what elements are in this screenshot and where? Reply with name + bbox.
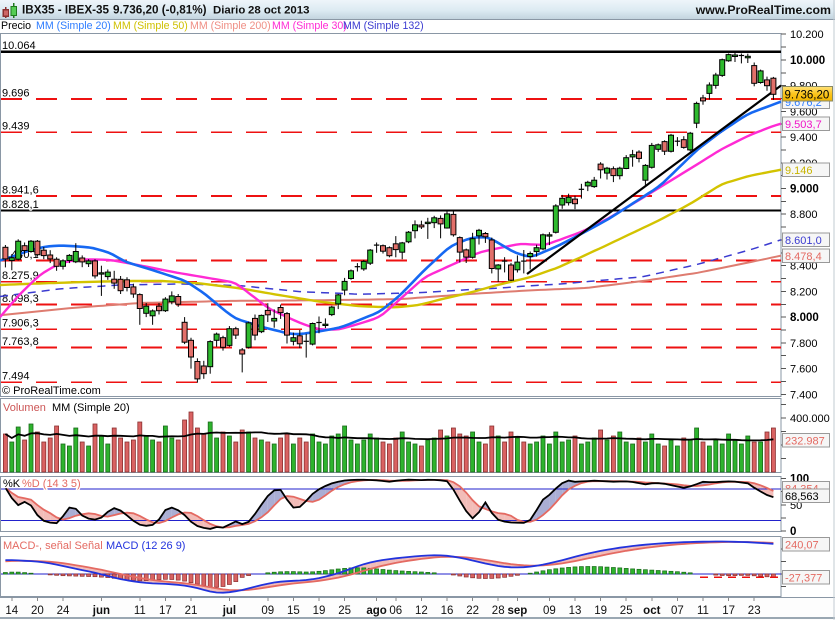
svg-text:240,07: 240,07 bbox=[785, 540, 819, 552]
svg-text:8.478,4: 8.478,4 bbox=[785, 251, 822, 263]
svg-text:7.800: 7.800 bbox=[790, 338, 818, 350]
svg-text:10.200: 10.200 bbox=[790, 29, 824, 41]
svg-text:13: 13 bbox=[569, 605, 582, 617]
svg-text:15: 15 bbox=[287, 605, 300, 617]
svg-text:-27,377: -27,377 bbox=[785, 573, 822, 585]
svg-text:22: 22 bbox=[466, 605, 479, 617]
svg-text:9.503,7: 9.503,7 bbox=[785, 119, 822, 131]
svg-text:Precio: Precio bbox=[1, 20, 31, 32]
svg-text:19: 19 bbox=[313, 605, 326, 617]
svg-text:17: 17 bbox=[722, 605, 735, 617]
svg-text:%K: %K bbox=[3, 478, 21, 490]
svg-text:28: 28 bbox=[492, 605, 505, 617]
svg-text:8.200: 8.200 bbox=[790, 286, 818, 298]
svg-text:11: 11 bbox=[697, 605, 709, 617]
svg-text:19: 19 bbox=[594, 605, 607, 617]
svg-text:21: 21 bbox=[185, 605, 198, 617]
svg-text:MM (Simple 200): MM (Simple 200) bbox=[190, 20, 271, 32]
svg-text:MM (Simple 30): MM (Simple 30) bbox=[272, 20, 347, 32]
svg-text:10.064: 10.064 bbox=[2, 40, 36, 52]
svg-text:www.ProRealTime.com: www.ProRealTime.com bbox=[695, 3, 831, 17]
svg-text:8.941,6: 8.941,6 bbox=[2, 185, 39, 197]
svg-text:ago: ago bbox=[366, 605, 386, 617]
svg-text:09: 09 bbox=[261, 605, 274, 617]
svg-text:7.906,3: 7.906,3 bbox=[2, 318, 39, 330]
svg-text:09: 09 bbox=[543, 605, 556, 617]
svg-text:28 oct 2013: 28 oct 2013 bbox=[248, 5, 309, 17]
svg-text:9.736,20 (-0,81%): 9.736,20 (-0,81%) bbox=[113, 4, 207, 17]
svg-text:oct: oct bbox=[643, 605, 660, 617]
svg-text:25: 25 bbox=[620, 605, 633, 617]
svg-text:IBX35 - IBEX-35: IBX35 - IBEX-35 bbox=[22, 4, 110, 17]
svg-text:9.696: 9.696 bbox=[2, 88, 30, 100]
svg-text:MM (Simple 20): MM (Simple 20) bbox=[52, 402, 130, 414]
svg-text:7.600: 7.600 bbox=[790, 364, 818, 376]
svg-text:14: 14 bbox=[5, 605, 18, 617]
svg-text:Volumen: Volumen bbox=[3, 402, 46, 414]
svg-text:0: 0 bbox=[790, 526, 796, 538]
svg-text:7.400: 7.400 bbox=[790, 389, 818, 401]
svg-text:23: 23 bbox=[748, 605, 761, 617]
svg-text:17: 17 bbox=[159, 605, 172, 617]
svg-text:7.763,8: 7.763,8 bbox=[2, 336, 39, 348]
svg-text:MM (Simple 132): MM (Simple 132) bbox=[343, 20, 424, 32]
svg-text:25: 25 bbox=[338, 605, 351, 617]
svg-text:9.736,20: 9.736,20 bbox=[785, 89, 830, 101]
svg-text:%D (14 3 5): %D (14 3 5) bbox=[22, 478, 81, 490]
svg-text:8.800: 8.800 bbox=[790, 209, 818, 221]
svg-text:232.987: 232.987 bbox=[785, 436, 825, 448]
svg-text:68,563: 68,563 bbox=[785, 491, 819, 503]
svg-text:8.000: 8.000 bbox=[790, 312, 819, 324]
svg-text:jun: jun bbox=[92, 605, 110, 617]
svg-text:9.400: 9.400 bbox=[790, 132, 818, 144]
svg-text:07: 07 bbox=[671, 605, 684, 617]
svg-text:MM (Simple 50): MM (Simple 50) bbox=[113, 20, 188, 32]
svg-text:9.439: 9.439 bbox=[2, 121, 30, 133]
svg-text:06: 06 bbox=[389, 605, 402, 617]
svg-text:20: 20 bbox=[31, 605, 44, 617]
svg-text:MACD-, señal Señal: MACD-, señal Señal bbox=[3, 540, 103, 552]
svg-text:16: 16 bbox=[441, 605, 454, 617]
svg-text:Diario: Diario bbox=[213, 5, 245, 17]
svg-text:24: 24 bbox=[57, 605, 70, 617]
svg-text:9.000: 9.000 bbox=[790, 184, 819, 196]
svg-text:MACD (12 26 9): MACD (12 26 9) bbox=[106, 540, 185, 552]
svg-text:11: 11 bbox=[134, 605, 146, 617]
svg-text:9.146: 9.146 bbox=[785, 165, 813, 177]
svg-text:sep: sep bbox=[507, 605, 527, 617]
svg-text:10.000: 10.000 bbox=[790, 55, 825, 67]
svg-text:7.494: 7.494 bbox=[2, 371, 30, 383]
svg-text:400.000: 400.000 bbox=[790, 413, 830, 425]
svg-text:MM (Simple 20): MM (Simple 20) bbox=[36, 20, 111, 32]
svg-text:8.601,0: 8.601,0 bbox=[785, 235, 822, 247]
svg-text:jul: jul bbox=[222, 605, 236, 617]
svg-text:© ProRealTime.com: © ProRealTime.com bbox=[2, 385, 101, 397]
svg-text:8.828,1: 8.828,1 bbox=[2, 199, 39, 211]
svg-text:12: 12 bbox=[415, 605, 428, 617]
